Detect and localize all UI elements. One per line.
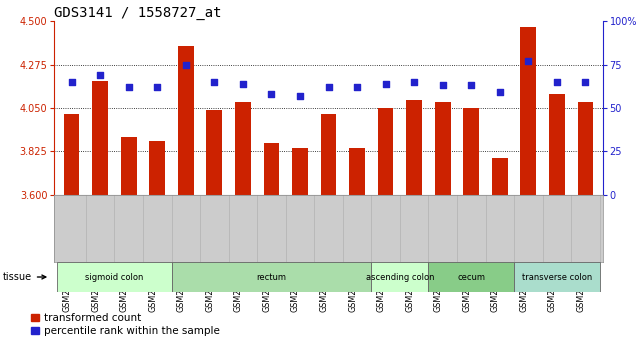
Bar [549,95,565,195]
Text: sigmoid colon: sigmoid colon [85,273,144,281]
Point [238,81,248,86]
Bar [57,262,172,292]
Text: tissue: tissue [3,272,46,282]
Bar [492,158,508,195]
Point [409,79,419,85]
Bar [378,108,394,195]
Bar [514,262,600,292]
Bar [578,102,594,195]
Point [580,79,590,85]
Bar [406,100,422,195]
Point [523,58,533,64]
Point [295,93,305,99]
Legend: transformed count, percentile rank within the sample: transformed count, percentile rank withi… [31,313,221,336]
Text: GDS3141 / 1558727_at: GDS3141 / 1558727_at [54,6,222,20]
Bar [435,102,451,195]
Point [466,82,476,88]
Point [124,84,134,90]
Bar [263,143,279,195]
Bar [149,141,165,195]
Bar [292,148,308,195]
Text: cecum: cecum [457,273,485,281]
Point [495,90,505,95]
Point [181,62,191,68]
Text: transverse colon: transverse colon [522,273,592,281]
Bar [92,81,108,195]
Bar [121,137,137,195]
Bar [172,262,371,292]
Text: rectum: rectum [256,273,287,281]
Bar [178,46,194,195]
Bar [63,114,79,195]
Text: ascending colon: ascending colon [365,273,434,281]
Point [152,84,162,90]
Bar [428,262,514,292]
Bar [206,110,222,195]
Point [209,79,219,85]
Bar [520,27,536,195]
Point [67,79,77,85]
Point [381,81,391,86]
Point [552,79,562,85]
Point [352,84,362,90]
Bar [463,108,479,195]
Point [95,72,105,78]
Bar [235,102,251,195]
Point [323,84,333,90]
Point [266,91,276,97]
Bar [349,148,365,195]
Bar [320,114,337,195]
Bar [371,262,428,292]
Point [438,82,448,88]
